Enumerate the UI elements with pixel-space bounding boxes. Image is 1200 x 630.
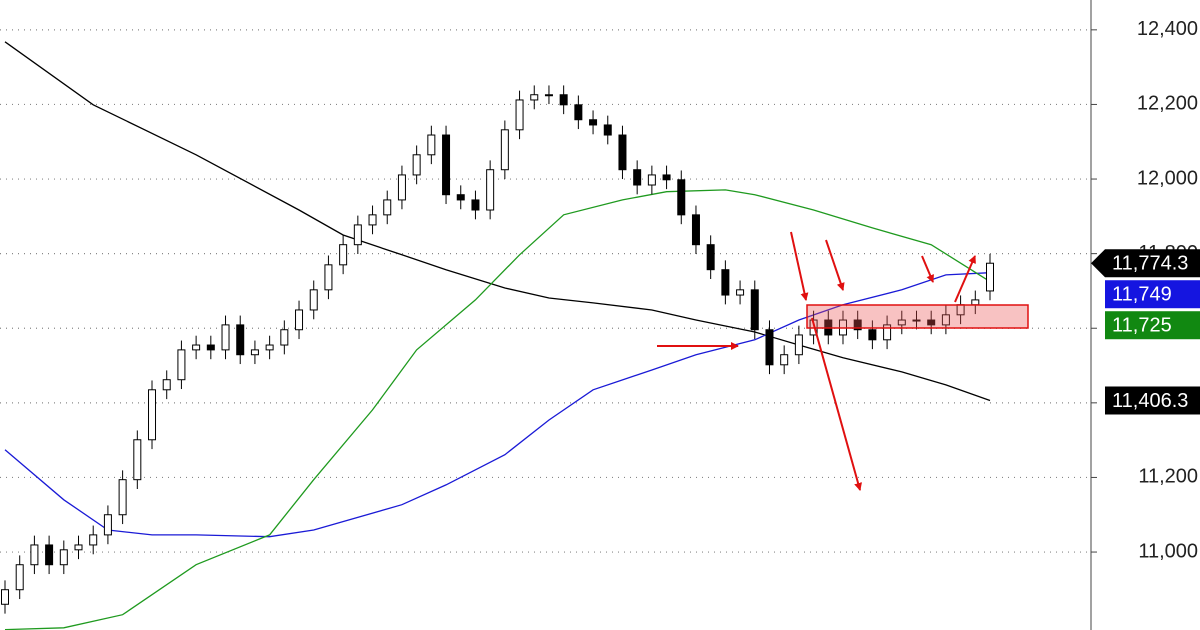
arrow: [811, 317, 862, 491]
candle-body: [986, 262, 994, 292]
y-tick-label: 11,000: [1138, 540, 1198, 562]
candle-body: [941, 314, 950, 326]
candle-body: [265, 344, 274, 351]
candle-body: [103, 514, 112, 536]
price-label-text: 11,725: [1112, 315, 1172, 337]
candle-body: [397, 174, 406, 201]
candle-body: [456, 194, 465, 201]
candle-body: [309, 289, 318, 311]
arrow: [921, 255, 934, 283]
candle-body: [30, 544, 39, 566]
candle-body: [442, 134, 451, 196]
price-label-bg: [1105, 311, 1200, 340]
ma-line: [4, 272, 991, 538]
candle-body: [559, 94, 568, 106]
candle-body: [971, 299, 980, 306]
candle-body: [221, 324, 230, 351]
price-label-text: 11,406.3: [1112, 390, 1188, 412]
price-labels: 11,774.3 11,749 11,725 11,406.3: [1091, 249, 1200, 415]
price-label: 11,406.3: [1105, 386, 1200, 415]
arrow: [825, 239, 845, 291]
candle-body: [574, 104, 583, 121]
candle-body: [412, 154, 421, 176]
price-label-bg: [1105, 280, 1200, 309]
candle-body: [794, 334, 803, 356]
y-tick-label: 11,200: [1138, 466, 1198, 488]
candle-body: [618, 134, 627, 171]
candle-body: [927, 319, 936, 326]
candle-body: [706, 244, 715, 271]
candle-body: [148, 389, 157, 441]
candle-body: [868, 329, 877, 341]
candle-body: [589, 119, 598, 126]
candle-body: [647, 174, 656, 186]
candle-body: [603, 124, 612, 136]
candle-body: [1, 589, 9, 605]
grid: [0, 29, 1091, 553]
candle-body: [295, 309, 304, 331]
ma-line: [4, 41, 991, 402]
candle-body: [45, 544, 54, 566]
price-label-text: 11,774.3: [1112, 253, 1188, 275]
price-label-bg: [1105, 386, 1200, 415]
candle-body: [236, 324, 245, 356]
ma-line: [4, 189, 991, 630]
candle-body: [691, 214, 700, 246]
candle-body: [250, 349, 259, 356]
y-tick-label: 12,200: [1137, 93, 1198, 115]
candle-body: [471, 199, 480, 211]
candle-body: [280, 329, 289, 346]
candle-body: [324, 264, 333, 291]
moving-averages: [4, 41, 991, 630]
candle-body: [750, 289, 759, 331]
highlight-box: [806, 304, 1029, 329]
candle-body: [780, 354, 789, 366]
candle-body: [339, 244, 348, 266]
price-label-bg: [1091, 249, 1200, 278]
candle-body: [530, 94, 539, 101]
candles: [1, 85, 994, 614]
candle-body: [353, 224, 362, 246]
candle-body: [118, 479, 127, 516]
candle-body: [206, 344, 215, 351]
candle-body: [897, 319, 906, 326]
candle-body: [662, 174, 671, 181]
price-label: 11,749: [1105, 280, 1200, 309]
price-label-text: 11,749: [1112, 284, 1172, 306]
arrow: [954, 255, 976, 303]
candle-body: [765, 329, 774, 366]
candle-body: [368, 214, 377, 226]
candle-body: [192, 344, 201, 351]
candle-body: [853, 319, 862, 331]
candle-body: [486, 169, 495, 211]
candle-body: [515, 99, 524, 131]
candle-body: [15, 564, 24, 591]
y-tick-label: 12,000: [1137, 167, 1198, 189]
candle-body: [89, 534, 98, 546]
candle-body: [74, 544, 83, 551]
arrow: [790, 231, 809, 301]
candle-body: [162, 379, 171, 391]
candle-body: [427, 134, 436, 156]
candle-body: [59, 549, 68, 566]
candle-body: [633, 169, 642, 186]
y-tick-label: 12,400: [1137, 18, 1198, 40]
candle-body: [736, 289, 745, 296]
annotations: [657, 231, 1029, 491]
candle-body: [177, 349, 186, 381]
candle-body: [912, 319, 921, 322]
candle-body: [500, 129, 509, 171]
candle-body: [133, 439, 142, 481]
candle-body: [721, 269, 730, 296]
candle-body: [544, 94, 553, 97]
price-label: 11,774.3: [1091, 249, 1200, 278]
candle-body: [883, 324, 892, 341]
candle-body: [677, 179, 686, 216]
price-label: 11,725: [1105, 311, 1200, 340]
candle-body: [383, 199, 392, 216]
